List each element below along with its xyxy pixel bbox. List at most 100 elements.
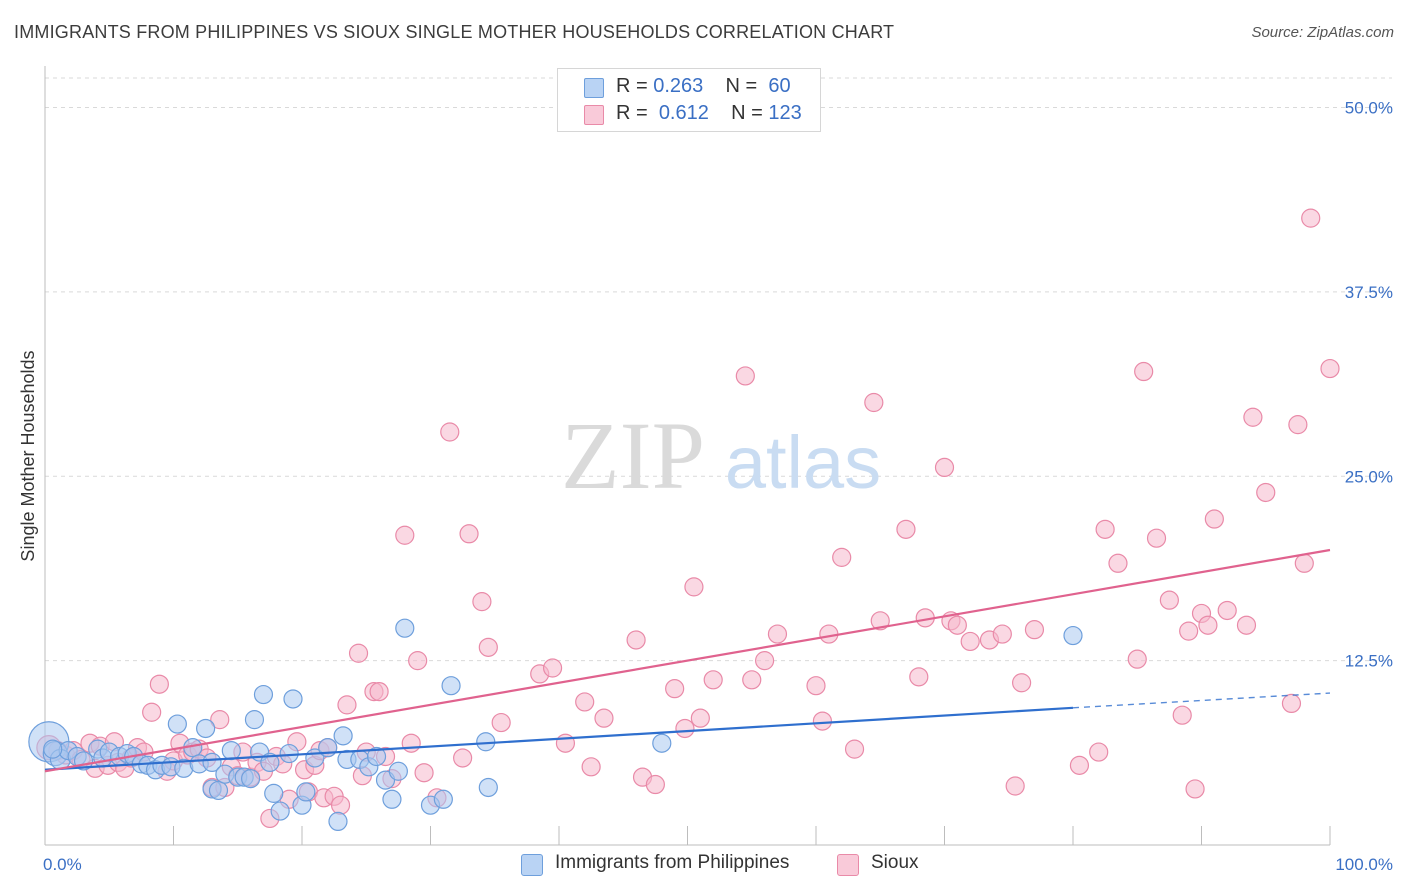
sioux-point <box>472 592 492 612</box>
sioux-point <box>1288 415 1308 435</box>
philippines-point <box>264 783 284 803</box>
sioux-point <box>909 667 929 687</box>
sioux-point <box>1134 361 1154 382</box>
sioux-points <box>36 208 1340 829</box>
y-axis-label: Single Mother Households <box>18 350 38 561</box>
sioux-point <box>735 366 755 386</box>
philippines-point <box>43 739 63 759</box>
legend-r-value: 0.612 <box>658 102 709 124</box>
sioux-point <box>1127 649 1147 669</box>
sioux-point <box>1294 553 1314 573</box>
sioux-point <box>408 651 428 671</box>
chart-title: IMMIGRANTS FROM PHILIPPINES VS SIOUX SIN… <box>14 22 895 42</box>
sioux-point <box>575 692 595 712</box>
philippines-points <box>28 618 1083 832</box>
sioux-point <box>1281 693 1302 714</box>
philippines-point <box>279 743 299 764</box>
philippines-point <box>395 618 415 638</box>
sioux-point <box>149 674 169 694</box>
sioux-point <box>832 547 852 567</box>
sioux-point <box>626 630 646 650</box>
sioux-point <box>1204 509 1224 529</box>
sioux-point <box>870 611 890 631</box>
x-tick-label: 0.0% <box>43 855 82 874</box>
sioux-point <box>330 795 351 815</box>
sioux-point <box>1108 553 1128 573</box>
sioux-point <box>812 711 833 731</box>
sioux-point <box>478 637 498 657</box>
sioux-point <box>401 733 421 753</box>
sioux-trend-line <box>44 548 1331 773</box>
philippines-point <box>296 782 316 802</box>
sioux-point <box>1011 673 1032 693</box>
sioux-point <box>1320 358 1340 379</box>
correlation-legend: R = 0.263 N = 60 R = 0.612 N = 123 <box>557 68 821 132</box>
philippines-point <box>333 726 353 746</box>
y-tick-label: 25.0% <box>1345 467 1393 486</box>
sioux-point <box>414 763 434 783</box>
sioux-point <box>819 624 839 644</box>
philippines-point <box>366 746 387 767</box>
legend-swatch-blue <box>584 78 604 98</box>
bottom-legend-swatch-blue <box>521 854 543 876</box>
philippines-trend-line <box>44 706 1074 771</box>
sioux-point <box>1236 615 1257 635</box>
philippines-point <box>260 752 280 773</box>
sioux-point <box>754 651 775 671</box>
bottom-legend-label: Immigrants from Philippines <box>555 852 790 873</box>
sioux-point <box>555 733 576 753</box>
sioux-point <box>864 392 884 413</box>
philippines-point <box>253 684 274 705</box>
legend-n-value: 123 <box>768 102 802 124</box>
sioux-point <box>581 757 601 777</box>
sioux-point <box>675 718 695 739</box>
philippines-point <box>441 676 461 696</box>
legend-r-value: 0.263 <box>653 75 704 97</box>
sioux-point <box>369 681 389 702</box>
sioux-point <box>1256 482 1276 503</box>
sioux-point <box>896 519 916 539</box>
sioux-point <box>1172 705 1192 725</box>
sioux-point <box>844 739 865 759</box>
sioux-point <box>690 708 710 728</box>
bottom-legend-swatch-pink <box>837 854 859 876</box>
sioux-point <box>703 670 723 690</box>
sioux-point <box>1095 519 1115 539</box>
philippines-point <box>208 780 229 801</box>
philippines-point <box>433 789 453 809</box>
legend-swatch-pink <box>584 105 604 125</box>
philippines-point <box>1063 625 1083 646</box>
watermark-atlas: atlas <box>725 421 881 504</box>
sioux-point <box>594 708 614 728</box>
legend-n-label: N = <box>731 102 763 124</box>
sioux-point <box>665 679 685 699</box>
sioux-point <box>947 615 967 635</box>
philippines-point <box>202 752 222 773</box>
watermark: ZIP atlas <box>561 402 881 509</box>
x-tick-label: 100.0% <box>1335 855 1393 874</box>
bottom-legend-label: Sioux <box>871 852 919 873</box>
sioux-point <box>142 702 162 722</box>
sioux-point <box>960 631 980 652</box>
sioux-point <box>453 748 473 768</box>
sioux-point <box>1146 528 1167 548</box>
sioux-point <box>337 695 357 715</box>
sioux-point <box>210 710 230 730</box>
philippines-point <box>221 740 241 761</box>
sioux-point <box>684 577 704 597</box>
sioux-point <box>934 457 955 477</box>
sioux-point <box>1217 600 1237 621</box>
trend-lines <box>44 548 1331 773</box>
y-tick-label: 37.5% <box>1345 283 1393 302</box>
legend-n-label: N = <box>725 75 758 97</box>
source-label: Source: ZipAtlas.com <box>1251 24 1394 41</box>
sioux-point <box>542 658 563 678</box>
philippines-point <box>652 733 672 753</box>
tick-labels: 12.5% 25.0% 37.5% 50.0% 0.0% 100.0% <box>43 99 1393 875</box>
sioux-point <box>1185 779 1205 799</box>
sioux-point <box>767 624 788 644</box>
philippines-point <box>283 689 303 709</box>
sioux-point <box>395 525 415 545</box>
sioux-point <box>645 774 665 795</box>
